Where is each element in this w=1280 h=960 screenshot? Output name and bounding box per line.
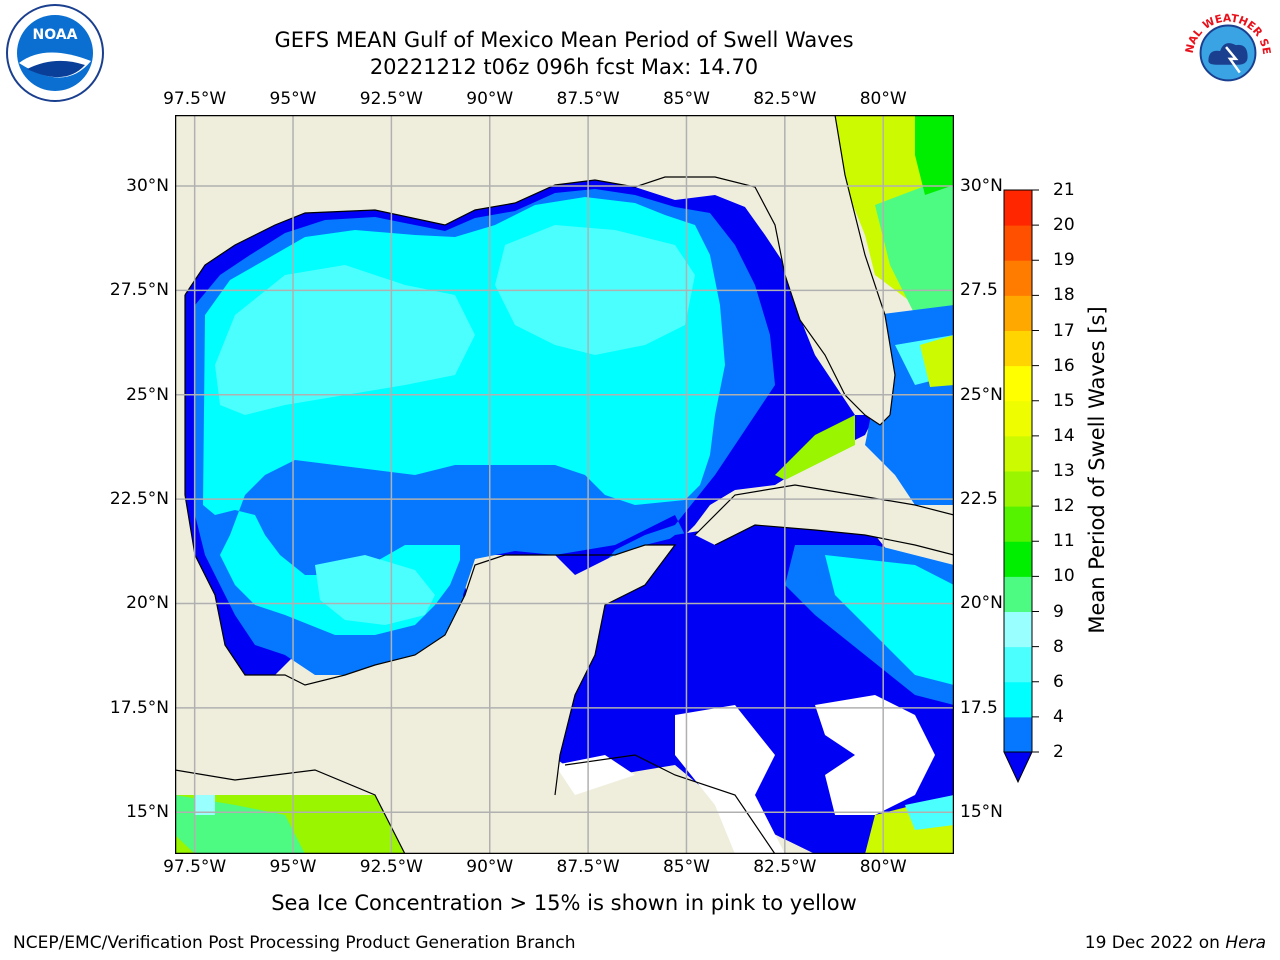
colorbar-segment-15 [1004, 190, 1032, 226]
y-tick-left-0: 30°N [126, 175, 169, 196]
x-tick-top-7: 80°W [859, 89, 907, 109]
y-tick-left-5: 17.5°N [109, 697, 169, 718]
footer-host: Hera [1225, 933, 1266, 953]
x-tick-top-6: 82.5°W [753, 89, 817, 109]
gridlines [175, 115, 954, 854]
y-tick-right-5: 17.5 [960, 697, 998, 718]
footer-date: 19 Dec 2022 on Hera [1084, 933, 1266, 953]
colorbar-segment-9 [1004, 400, 1032, 437]
colorbar-tick-15: 20 [1053, 215, 1075, 236]
colorbar-tick-0: 2 [1053, 742, 1064, 762]
y-tick-right-2: 25°N [960, 384, 1003, 405]
atlantic-green-2 [915, 115, 954, 195]
colorbar-label: Mean Period of Swell Waves [s] [1085, 306, 1109, 634]
pacific-light [195, 795, 215, 815]
colorbar-segment-11 [1004, 330, 1032, 367]
colorbar-tick-4: 9 [1053, 601, 1064, 622]
chart-subtitle: 20221212 t06z 096h fcst Max: 14.70 [369, 55, 759, 79]
colorbar-tick-16: 21 [1053, 180, 1075, 200]
ice-caption: Sea Ice Concentration > 15% is shown in … [271, 891, 857, 915]
x-tick-bottom-7: 80°W [859, 857, 907, 877]
colorbar-tick-2: 6 [1053, 671, 1064, 692]
x-tick-top-0: 97.5°W [163, 89, 227, 109]
colorbar-tick-10: 15 [1053, 390, 1075, 411]
colorbar-segment-7 [1004, 471, 1032, 507]
y-tick-right-1: 27.5 [960, 280, 998, 301]
colorbar-tick-14: 19 [1053, 250, 1075, 271]
x-tick-bottom-1: 95°W [269, 857, 317, 877]
colorbar-tick-5: 10 [1053, 566, 1075, 587]
coastline-florida-east [834, 115, 896, 416]
bahamas-yellow [920, 335, 954, 387]
cuba [695, 485, 954, 555]
colorbar-segment-6 [1004, 506, 1032, 542]
yucatan [175, 545, 675, 854]
gulf-light-cyan-3 [315, 555, 435, 625]
coastline-cuba [694, 484, 954, 556]
x-tick-bottom-2: 92.5°W [359, 857, 423, 877]
y-tick-left-6: 15°N [126, 802, 169, 823]
colorbar-segment-2 [1004, 646, 1032, 683]
x-tick-bottom-3: 90°W [466, 857, 514, 877]
x-tick-top-2: 92.5°W [359, 89, 423, 109]
colorbar-segment-13 [1004, 260, 1032, 296]
colorbar-segment-3 [1004, 611, 1032, 648]
colorbar [1003, 189, 1039, 784]
colorbar-tick-9: 14 [1053, 425, 1075, 446]
coastline-central-america [175, 754, 776, 854]
svg-text:NOAA: NOAA [33, 27, 78, 43]
x-tick-bottom-4: 87.5°W [556, 857, 620, 877]
y-tick-left-4: 20°N [126, 593, 169, 614]
y-tick-left-3: 22.5°N [109, 489, 169, 510]
gulf-light-cyan-1 [215, 265, 475, 415]
colorbar-segment-1 [1004, 681, 1032, 718]
colorbar-tick-8: 13 [1053, 461, 1075, 481]
colorbar-segment-10 [1004, 365, 1032, 402]
colorbar-tick-13: 18 [1053, 285, 1075, 306]
y-tick-right-4: 20°N [960, 593, 1003, 614]
y-tick-right-3: 22.5 [960, 489, 998, 510]
colorbar-segment-4 [1004, 576, 1032, 612]
x-tick-top-4: 87.5°W [556, 89, 620, 109]
chart-title: GEFS MEAN Gulf of Mexico Mean Period of … [274, 28, 854, 52]
coastline-gulf [184, 176, 891, 426]
colorbar-segment-0 [1004, 716, 1032, 753]
atlantic-green [875, 175, 954, 315]
colorbar-tick-12: 17 [1053, 320, 1075, 341]
caribbean-cyan [825, 555, 954, 685]
footer-credit: NCEP/EMC/Verification Post Processing Pr… [13, 933, 576, 953]
colorbar-tick-1: 4 [1053, 706, 1064, 727]
coastline-mexico [184, 295, 677, 796]
colorbar-tick-6: 11 [1053, 531, 1075, 552]
y-tick-right-0: 30°N [960, 175, 1003, 196]
x-tick-top-5: 85°W [662, 89, 710, 109]
noaa-logo: NOAA [6, 4, 104, 102]
colorbar-tick-3: 8 [1053, 636, 1064, 657]
straits-green [775, 415, 855, 480]
colorbar-tick-7: 12 [1053, 496, 1075, 517]
x-tick-bottom-5: 85°W [662, 857, 710, 877]
colorbar-tick-11: 16 [1053, 355, 1075, 376]
y-tick-left-1: 27.5°N [109, 280, 169, 301]
nws-logo: NATIONAL WEATHER SERVICE [1179, 2, 1276, 99]
x-tick-bottom-0: 97.5°W [163, 857, 227, 877]
x-tick-top-3: 90°W [466, 89, 514, 109]
colorbar-segment-5 [1004, 541, 1032, 577]
colorbar-segment-14 [1004, 225, 1032, 261]
x-tick-bottom-6: 82.5°W [753, 857, 817, 877]
y-tick-left-2: 25°N [126, 384, 169, 405]
map-plot [175, 115, 954, 854]
caribbean-white-holes [555, 695, 935, 854]
florida [646, 115, 954, 425]
colorbar-segment-8 [1004, 435, 1032, 472]
x-tick-top-1: 95°W [269, 89, 317, 109]
y-tick-right-6: 15°N [960, 802, 1003, 823]
colorbar-segment-12 [1004, 295, 1032, 331]
colorbar-under-arrow [1003, 751, 1033, 784]
